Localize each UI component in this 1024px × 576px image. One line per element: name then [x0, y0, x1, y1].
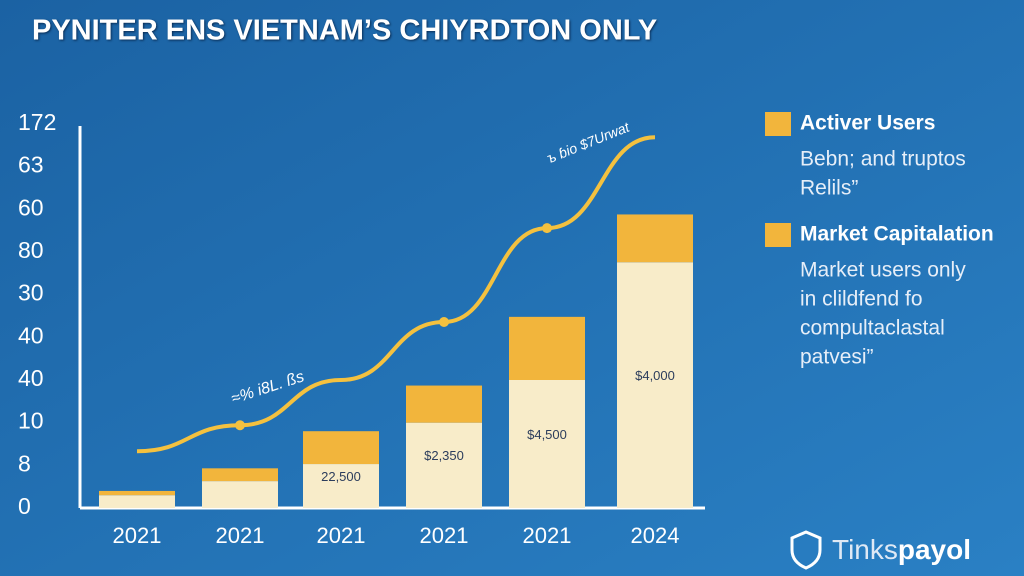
bar-segment [406, 422, 482, 508]
bar-segment [406, 385, 482, 423]
line-marker [439, 316, 449, 327]
bar-segment [303, 464, 379, 508]
y-tick-label: 40 [18, 365, 44, 391]
y-tick-label: 172 [18, 109, 56, 135]
logo-icon [790, 530, 822, 570]
bar-segment [509, 316, 585, 380]
y-tick-label: 60 [18, 194, 44, 220]
legend-text: patvesi” [800, 346, 874, 369]
legend-swatch [765, 223, 791, 247]
x-tick-label: 2021 [420, 523, 469, 548]
bar-segment [202, 468, 278, 482]
legend-label: Market Capitalation [800, 223, 994, 246]
y-tick-label: 30 [18, 280, 44, 306]
legend-text: Relils” [800, 177, 858, 200]
x-tick-label: 2021 [216, 523, 265, 548]
bar-segment [617, 262, 693, 508]
legend-text: in clildfend fo [800, 288, 923, 311]
logo-part: Tinks [832, 534, 898, 565]
logo: Tinkspayol [790, 530, 971, 570]
bar-segment [617, 214, 693, 263]
bar-label: $4,000 [635, 368, 675, 383]
bar-segment [303, 431, 379, 465]
legend-text: Bebn; and truptos [800, 148, 966, 171]
logo-part: payol [898, 534, 971, 565]
bar-segment [99, 495, 175, 508]
x-tick-label: 2021 [523, 523, 572, 548]
y-tick-label: 40 [18, 322, 44, 348]
legend-label: Activer Users [800, 112, 935, 135]
line-marker [542, 223, 552, 234]
line-marker [235, 420, 245, 431]
bar-label: $2,350 [424, 448, 464, 463]
legend-text: compultaclastal [800, 317, 945, 340]
y-tick-label: 63 [18, 152, 44, 178]
y-tick-label: 10 [18, 408, 44, 434]
bar-segment [509, 380, 585, 508]
x-tick-label: 2024 [631, 523, 680, 548]
bar-segment [202, 481, 278, 508]
y-tick-label: 80 [18, 237, 44, 263]
chart-title: PYNITER ENS VIETNAM’S CHIYRDTON ONLY [32, 15, 657, 47]
legend-text: Market users only [800, 259, 966, 282]
x-tick-label: 2021 [317, 523, 366, 548]
bar-segment [99, 490, 175, 496]
bar-label: 22,500 [321, 469, 361, 484]
x-tick-label: 2021 [113, 523, 162, 548]
y-tick-label: 8 [18, 450, 31, 476]
legend-swatch [765, 112, 791, 136]
y-tick-label: 0 [18, 493, 31, 519]
bar-label: $4,500 [527, 427, 567, 442]
logo-text: Tinkspayol [832, 534, 971, 565]
